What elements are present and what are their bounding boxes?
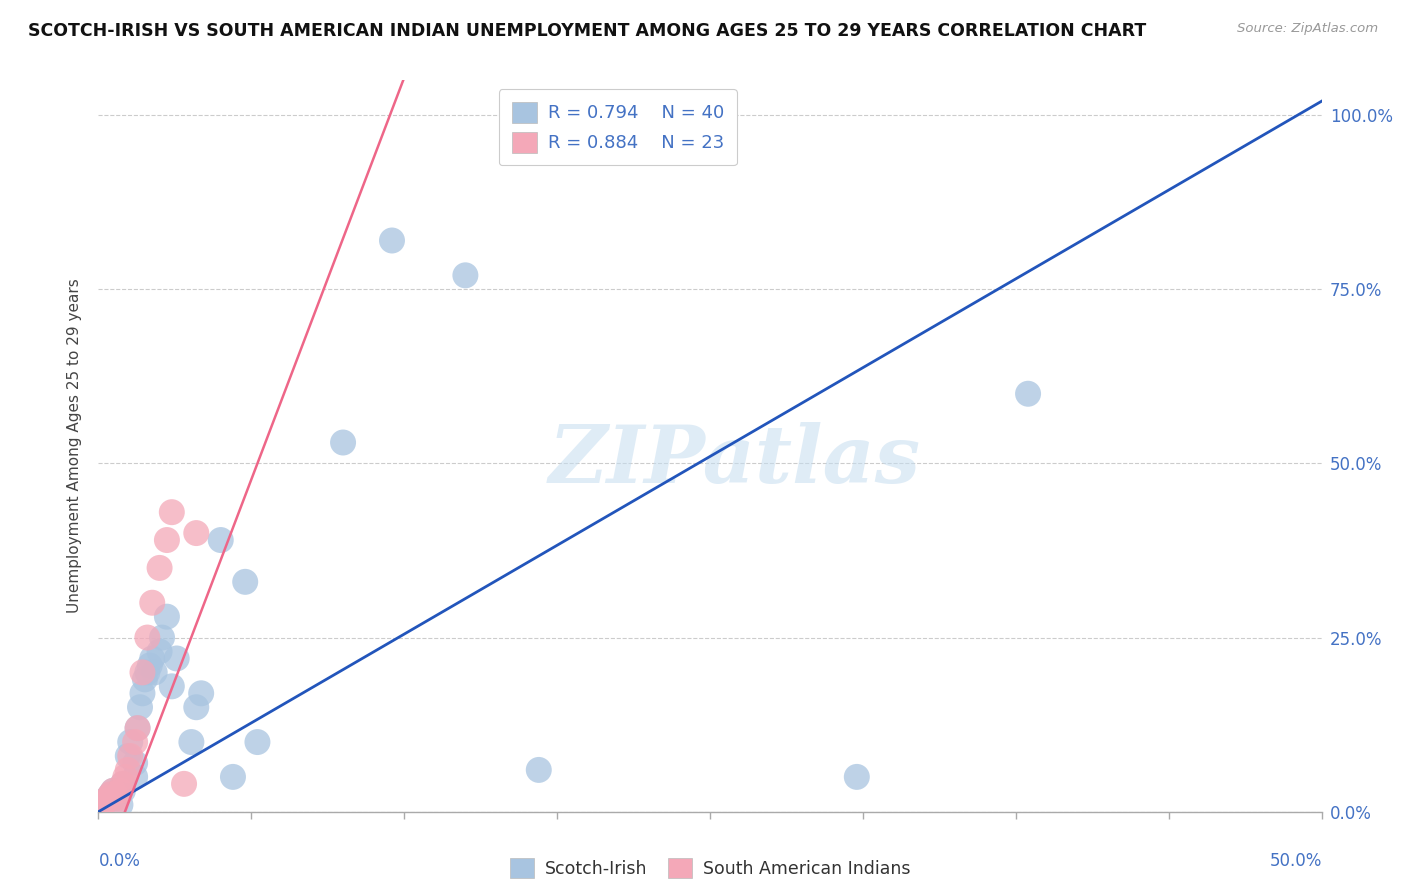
Point (117, 763, 139, 777)
Point (186, 526, 208, 541)
Point (190, 686, 212, 700)
Point (332, 435, 354, 450)
Point (150, 631, 173, 645)
Point (101, 784, 124, 798)
Point (156, 533, 179, 547)
Point (120, 749, 142, 764)
Legend: Scotch-Irish, South American Indians: Scotch-Irish, South American Indians (501, 850, 920, 888)
Point (845, 770, 868, 784)
Point (222, 770, 245, 784)
Point (100, 787, 122, 801)
Point (91, 797, 114, 812)
Point (120, 735, 142, 749)
Text: ZIPatlas: ZIPatlas (548, 422, 921, 500)
Point (156, 609, 179, 624)
Point (101, 784, 124, 798)
Point (117, 749, 139, 764)
Point (131, 686, 153, 700)
Point (104, 797, 127, 812)
Point (131, 665, 153, 680)
Text: 0.0%: 0.0% (98, 852, 141, 870)
Point (166, 651, 188, 665)
Point (94, 794, 117, 808)
Point (114, 770, 136, 784)
Point (124, 756, 146, 770)
Point (129, 700, 152, 714)
Point (139, 658, 162, 673)
Point (107, 787, 129, 801)
Point (91, 797, 114, 812)
Point (110, 797, 132, 812)
Point (160, 505, 183, 519)
Point (111, 777, 134, 791)
Point (141, 596, 163, 610)
Point (454, 268, 477, 283)
Point (136, 665, 159, 680)
Point (233, 574, 256, 589)
Point (90, 801, 112, 815)
Point (127, 721, 149, 735)
Point (97, 790, 120, 805)
Point (104, 790, 127, 805)
Point (186, 700, 208, 714)
Point (209, 533, 232, 547)
Point (134, 673, 156, 687)
Point (100, 787, 122, 801)
Point (160, 679, 183, 693)
Point (124, 770, 146, 784)
Point (180, 735, 202, 749)
Point (124, 735, 146, 749)
Point (246, 735, 269, 749)
Point (149, 561, 172, 575)
Point (149, 644, 172, 658)
Text: Source: ZipAtlas.com: Source: ZipAtlas.com (1237, 22, 1378, 36)
Y-axis label: Unemployment Among Ages 25 to 29 years: Unemployment Among Ages 25 to 29 years (67, 278, 83, 614)
Point (143, 665, 166, 680)
Point (97, 790, 120, 805)
Point (94, 794, 117, 808)
Text: 50.0%: 50.0% (1270, 852, 1322, 870)
Point (381, 234, 404, 248)
Point (173, 777, 195, 791)
Point (107, 790, 129, 805)
Point (110, 784, 132, 798)
Point (1017, 386, 1039, 401)
Point (111, 784, 134, 798)
Point (127, 721, 149, 735)
Point (527, 763, 550, 777)
Point (111, 777, 134, 791)
Point (141, 651, 163, 665)
Point (136, 631, 159, 645)
Text: SCOTCH-IRISH VS SOUTH AMERICAN INDIAN UNEMPLOYMENT AMONG AGES 25 TO 29 YEARS COR: SCOTCH-IRISH VS SOUTH AMERICAN INDIAN UN… (28, 22, 1146, 40)
